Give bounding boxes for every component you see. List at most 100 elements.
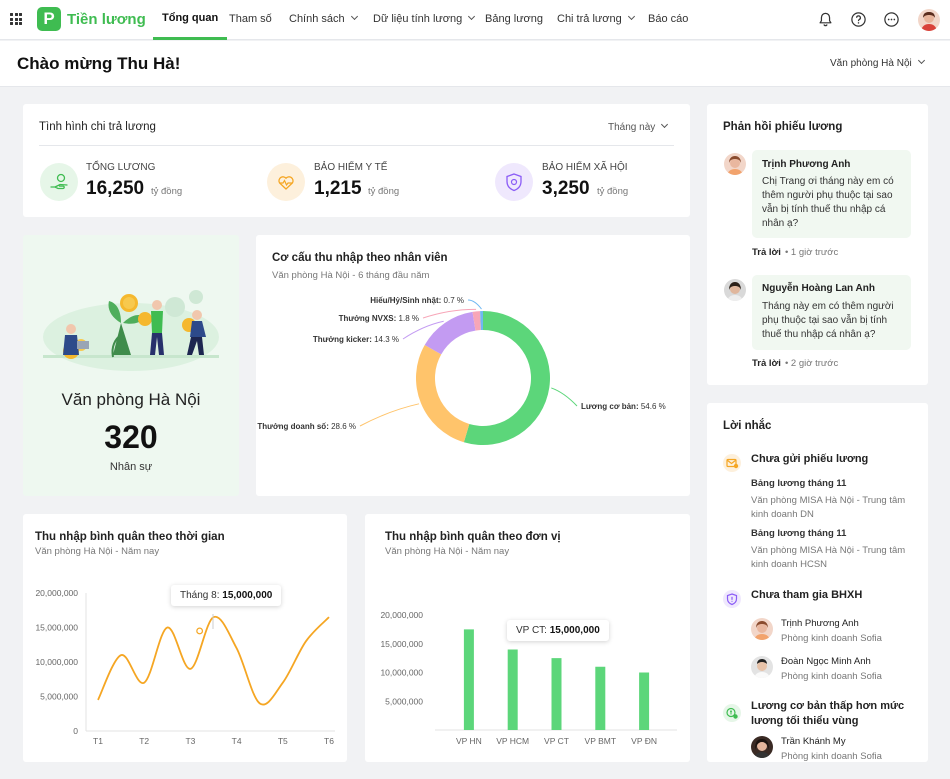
slice-category: Thưởng kicker: <box>313 335 374 344</box>
reminder-item-detail: Văn phòng MISA Hà Nội - Trung tâm kinh d… <box>751 495 906 520</box>
slice-value: 28.6 % <box>331 422 356 431</box>
payment-status-card: Tình hình chi trả lương Tháng này Tổng l… <box>23 104 690 217</box>
x-tick-label: VP CT <box>544 736 569 746</box>
feedback-message: Tháng này em có thêm người phụ thuộc tại… <box>752 275 911 350</box>
slice-label: Hiếu/Hỷ/Sinh nhật: 0.7 % <box>370 296 464 305</box>
bell-icon[interactable] <box>817 11 834 28</box>
card-subtitle: Văn phòng Hà Nội - Năm nay <box>385 546 510 557</box>
x-tick-label: VP ĐN <box>631 736 657 746</box>
reply-link[interactable]: Trả lời <box>752 358 781 369</box>
leader-line <box>402 320 444 340</box>
slice-category: Lương cơ bản: <box>581 402 641 411</box>
slice-value: 54.6 % <box>641 402 666 411</box>
employee-department: Phòng kinh doanh Sofia <box>781 671 882 682</box>
y-tick-label: 10,000,000 <box>380 668 423 678</box>
highlight-point <box>196 627 204 635</box>
reminder-item-detail: Văn phòng MISA Hà Nội - Trung tâm kinh d… <box>751 545 906 570</box>
tooltip-pointer <box>552 644 562 649</box>
donut-slice <box>424 311 476 355</box>
x-tick-label: VP HCM <box>496 736 529 746</box>
line-chart: 0 5,000,000 10,000,000 15,000,000 20,000,000… <box>35 588 335 746</box>
x-tick-label: T4 <box>232 736 242 746</box>
office-name: Văn phòng Hà Nội <box>61 390 201 409</box>
kpi-unit: tỷ đồng <box>368 186 400 197</box>
shield-dollar-icon <box>495 163 533 201</box>
avatar <box>724 153 746 175</box>
employee-name[interactable]: Trần Khánh My <box>781 736 846 747</box>
y-tick-label: 5,000,000 <box>385 696 423 706</box>
nav-tab-overview[interactable]: Tổng quan <box>153 0 228 40</box>
office-illustration <box>43 290 219 371</box>
period-selector[interactable]: Tháng này <box>608 120 669 133</box>
card-title: Thu nhập bình quân theo đơn vị <box>385 531 561 543</box>
reminder-item-title[interactable]: Bảng lương tháng 11 <box>751 478 847 489</box>
more-icon[interactable] <box>883 11 900 28</box>
chevron-down-icon <box>468 12 476 21</box>
shield-warning-icon <box>723 590 741 608</box>
app-name[interactable]: Tiền lương <box>67 11 146 28</box>
nav-tab-reports[interactable]: Báo cáo <box>648 13 689 25</box>
employee-name[interactable]: Đoàn Ngọc Minh Anh <box>781 656 871 667</box>
chevron-down-icon <box>661 120 669 129</box>
feedback-meta: Trả lời • 2 giờ trước <box>752 358 839 369</box>
chart-tooltip: Tháng 8: 15,000,000 <box>171 585 282 606</box>
money-hand-icon <box>40 163 78 201</box>
app-logo[interactable]: P <box>37 7 61 31</box>
reminder-group-title[interactable]: Lương cơ bản thấp hơn mức lương tối thiể… <box>751 700 905 727</box>
y-tick-label: 10,000,000 <box>35 657 78 667</box>
slice-value: 1.8 % <box>399 314 419 323</box>
payslip-feedback-card: Phản hồi phiếu lương Trịnh Phương Anh Ch… <box>707 104 928 385</box>
card-title: Thu nhập bình quân theo thời gian <box>35 531 225 543</box>
nav-tab-parameters[interactable]: Tham số <box>229 13 272 25</box>
kpi-unit: tỷ đồng <box>597 186 629 197</box>
feedback-author: Trịnh Phương Anh <box>762 159 855 170</box>
divider <box>39 145 674 146</box>
reminder-group-title[interactable]: Chưa gửi phiếu lương <box>751 453 869 465</box>
x-tick-label: VP BMT <box>585 736 617 746</box>
avatar <box>751 618 773 640</box>
reply-link[interactable]: Trả lời <box>752 247 781 258</box>
bar <box>595 666 606 730</box>
x-tick-label: VP HN <box>456 736 482 746</box>
nav-tab-policies[interactable]: Chính sách <box>289 0 358 40</box>
feedback-author: Nguyễn Hoàng Lan Anh <box>762 283 875 294</box>
slice-label: Thưởng NVXS: 1.8 % <box>339 314 419 323</box>
donut-slice <box>463 311 550 445</box>
feedback-meta: Trả lời • 1 giờ trước <box>752 247 839 258</box>
employee-count: 320 <box>104 419 158 455</box>
y-tick-label: 0 <box>73 726 78 736</box>
nav-tab-salary-payment[interactable]: Chi trả lương <box>557 0 635 40</box>
x-tick-label: T3 <box>185 736 195 746</box>
help-icon[interactable] <box>850 11 867 28</box>
y-tick-label: 15,000,000 <box>35 623 78 633</box>
bar <box>639 672 650 730</box>
y-tick-label: 15,000,000 <box>380 639 423 649</box>
employee-name[interactable]: Trịnh Phương Anh <box>781 618 859 629</box>
nav-tab-payroll-sheet[interactable]: Bảng lương <box>485 13 544 25</box>
avatar <box>724 279 746 301</box>
slice-category: Thưởng doanh số: <box>257 422 331 431</box>
office-selector[interactable]: Văn phòng Hà Nội <box>830 56 925 69</box>
slice-label: Lương cơ bản: 54.6 % <box>581 402 666 411</box>
app-grid-icon[interactable] <box>10 13 22 25</box>
income-structure-card: Cơ cấu thu nhập theo nhân viên Văn phòng… <box>256 235 690 496</box>
leader-line <box>422 308 477 319</box>
donut-slice <box>472 311 481 331</box>
bar <box>551 658 562 730</box>
bar-chart: 5,000,000 10,000,000 15,000,000 20,000,000 V… <box>380 610 677 746</box>
employee-department: Phòng kinh doanh Sofia <box>781 751 882 762</box>
user-avatar[interactable] <box>918 9 940 31</box>
kpi-label: Tổng lương <box>86 162 156 173</box>
reminder-item-title[interactable]: Bảng lương tháng 11 <box>751 528 847 539</box>
y-tick-label: 20,000,000 <box>35 588 78 598</box>
chevron-down-icon <box>917 56 925 65</box>
health-heart-icon <box>267 163 305 201</box>
card-title: Phản hồi phiếu lương <box>723 121 843 133</box>
kpi-value: 1,215 <box>314 178 362 199</box>
avatar <box>751 736 773 758</box>
top-navigation-bar: P Tiền lương Tổng quan Tham số Chính sác… <box>0 0 950 40</box>
reminder-group-title[interactable]: Chưa tham gia BHXH <box>751 589 863 601</box>
page-title: Chào mừng Thu Hà! <box>17 54 181 73</box>
slice-category: Hiếu/Hỷ/Sinh nhật: <box>370 296 443 305</box>
nav-tab-payroll-data[interactable]: Dữ liệu tính lương <box>373 0 476 40</box>
